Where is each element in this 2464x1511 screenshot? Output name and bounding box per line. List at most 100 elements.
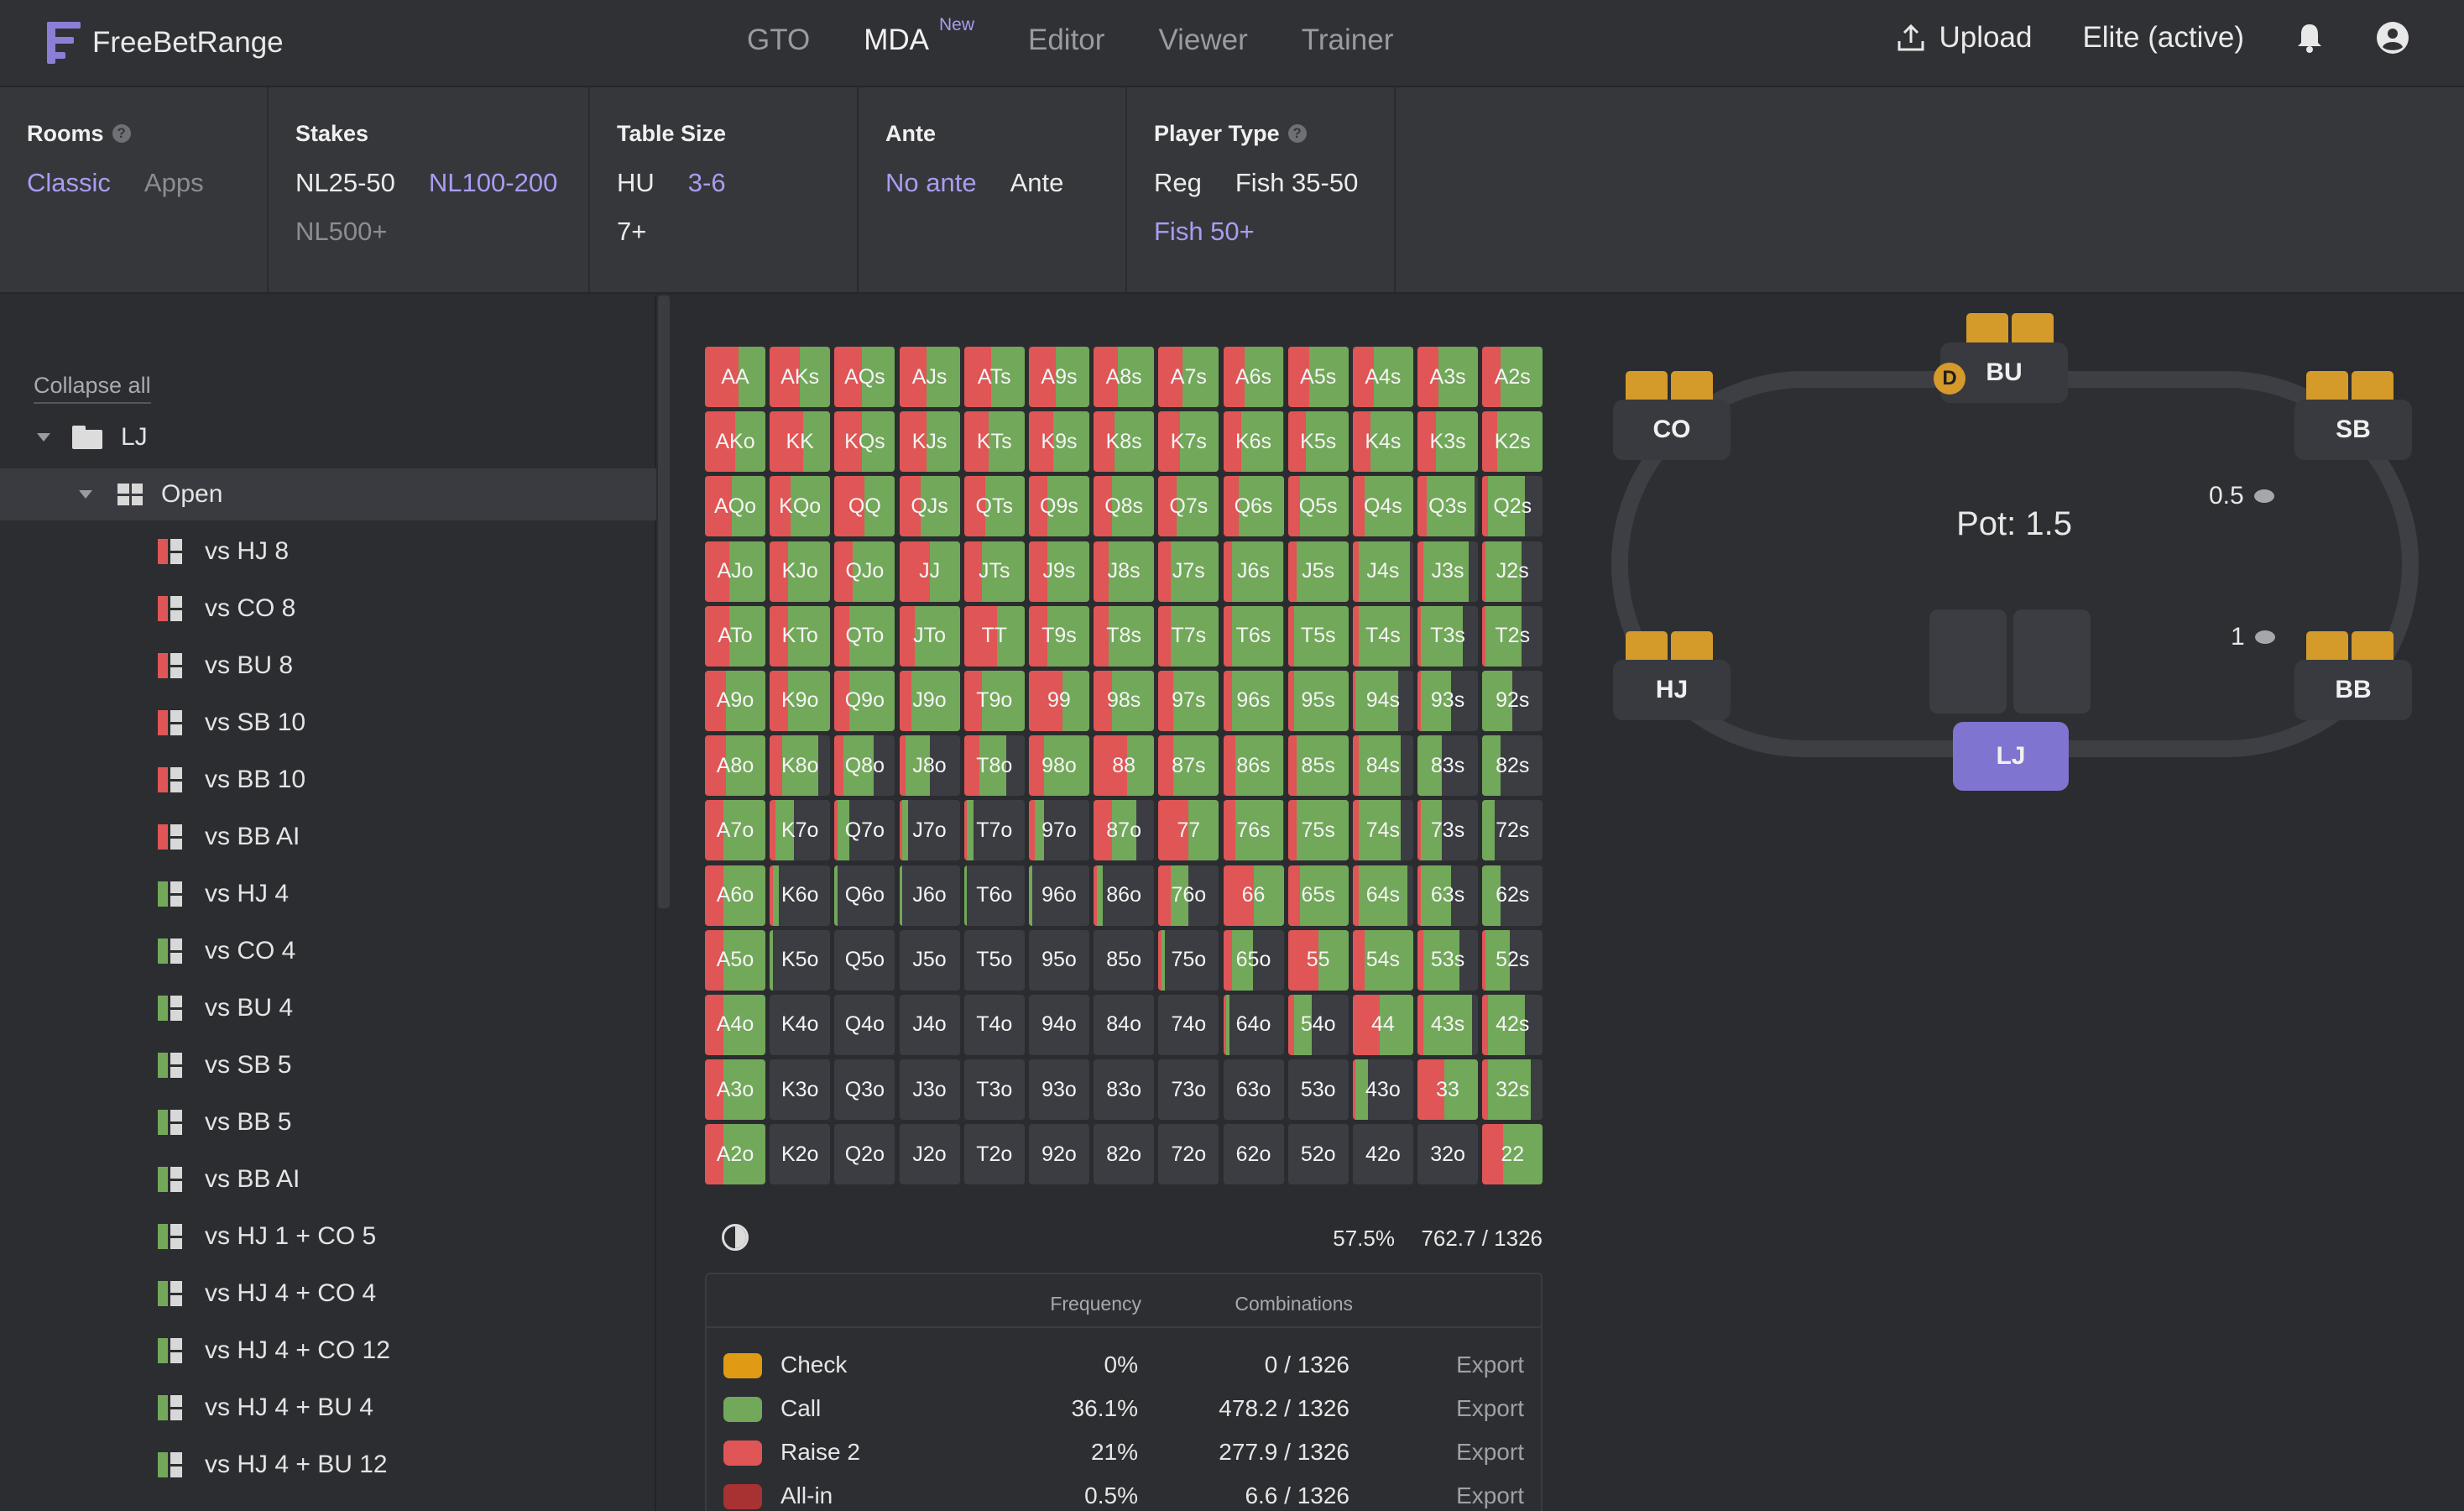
tree-item[interactable]: vs SB 5: [0, 1039, 656, 1091]
hand-cell-A5s[interactable]: A5s: [1287, 347, 1349, 407]
tree-item[interactable]: vs CO 8: [0, 583, 656, 635]
hand-cell-AKo[interactable]: AKo: [705, 411, 765, 473]
hand-cell-54o[interactable]: 54o: [1287, 994, 1349, 1055]
hand-cell-TT[interactable]: TT: [963, 605, 1025, 667]
tree-item[interactable]: vs HJ 4: [0, 868, 656, 920]
hand-cell-93s[interactable]: 93s: [1417, 670, 1479, 731]
hand-cell-T7s[interactable]: T7s: [1158, 605, 1219, 667]
tree-item[interactable]: vs BB AI: [0, 1153, 656, 1205]
tree-item[interactable]: vs HJ 8: [0, 525, 656, 578]
tree-item[interactable]: vs HJ 4 + BU 12: [0, 1439, 656, 1491]
export-link[interactable]: Export: [1456, 1482, 1524, 1508]
hand-cell-J5s[interactable]: J5s: [1287, 541, 1349, 602]
tree-item[interactable]: vs HJ 4 + CO 12: [0, 1325, 656, 1377]
hand-cell-43s[interactable]: 43s: [1417, 994, 1479, 1055]
hand-cell-K8o[interactable]: K8o: [770, 735, 831, 797]
hand-cell-KTo[interactable]: KTo: [770, 605, 831, 667]
bell-icon[interactable]: [2294, 21, 2325, 55]
player-fish-50[interactable]: Fish 50+: [1154, 217, 1255, 246]
hand-cell-Q6s[interactable]: Q6s: [1223, 476, 1284, 537]
hand-cell-K4o[interactable]: K4o: [770, 994, 831, 1055]
hand-cell-77[interactable]: 77: [1158, 800, 1219, 861]
hand-cell-66[interactable]: 66: [1223, 865, 1284, 926]
hand-cell-98o[interactable]: 98o: [1028, 735, 1089, 797]
hand-cell-KQo[interactable]: KQo: [770, 476, 831, 537]
tree-item[interactable]: vs SB 10: [0, 697, 656, 749]
hand-cell-K2o[interactable]: K2o: [770, 1124, 831, 1185]
hand-cell-64s[interactable]: 64s: [1352, 865, 1413, 926]
hand-cell-Q7o[interactable]: Q7o: [834, 800, 895, 861]
room-classic[interactable]: Classic: [27, 168, 111, 197]
hand-cell-Q5s[interactable]: Q5s: [1287, 476, 1349, 537]
hand-cell-94o[interactable]: 94o: [1028, 994, 1089, 1055]
hand-cell-T2o[interactable]: T2o: [963, 1124, 1025, 1185]
hand-cell-97s[interactable]: 97s: [1158, 670, 1219, 731]
hand-cell-A9o[interactable]: A9o: [705, 670, 765, 731]
hand-cell-84o[interactable]: 84o: [1094, 994, 1155, 1055]
hand-cell-T8o[interactable]: T8o: [963, 735, 1025, 797]
stake-nl100-200[interactable]: NL100-200: [428, 168, 558, 197]
hand-cell-J4o[interactable]: J4o: [899, 994, 960, 1055]
hand-cell-92s[interactable]: 92s: [1482, 670, 1543, 731]
hand-cell-T6o[interactable]: T6o: [963, 865, 1025, 926]
nav-mda[interactable]: MDA New: [864, 15, 974, 57]
hand-cell-73s[interactable]: 73s: [1417, 800, 1479, 861]
hand-cell-A7o[interactable]: A7o: [705, 800, 765, 861]
hand-cell-A6s[interactable]: A6s: [1223, 347, 1284, 407]
hand-cell-Q2o[interactable]: Q2o: [834, 1124, 895, 1185]
hand-cell-K7o[interactable]: K7o: [770, 800, 831, 861]
hand-cell-76o[interactable]: 76o: [1158, 865, 1219, 926]
hand-cell-T3s[interactable]: T3s: [1417, 605, 1479, 667]
hand-cell-J8o[interactable]: J8o: [899, 735, 960, 797]
hand-cell-J5o[interactable]: J5o: [899, 929, 960, 991]
hand-cell-63s[interactable]: 63s: [1417, 865, 1479, 926]
hand-cell-QTs[interactable]: QTs: [963, 476, 1025, 537]
hand-cell-K2s[interactable]: K2s: [1482, 411, 1543, 473]
hand-cell-J2o[interactable]: J2o: [899, 1124, 960, 1185]
seat-bb[interactable]: BB: [2294, 660, 2412, 720]
hand-cell-42o[interactable]: 42o: [1352, 1124, 1413, 1185]
hand-cell-96s[interactable]: 96s: [1223, 670, 1284, 731]
hand-cell-AQs[interactable]: AQs: [834, 347, 895, 407]
hand-cell-T9o[interactable]: T9o: [963, 670, 1025, 731]
ante-none[interactable]: No ante: [885, 168, 977, 197]
nav-viewer[interactable]: Viewer: [1158, 24, 1248, 56]
hand-cell-KJs[interactable]: KJs: [899, 411, 960, 473]
hand-cell-J6s[interactable]: J6s: [1223, 541, 1284, 602]
contrast-toggle-icon[interactable]: [722, 1224, 749, 1251]
seat-sb[interactable]: SB: [2294, 400, 2412, 460]
hand-cell-T9s[interactable]: T9s: [1028, 605, 1089, 667]
hand-cell-A4s[interactable]: A4s: [1352, 347, 1413, 407]
hand-cell-JTs[interactable]: JTs: [963, 541, 1025, 602]
hand-cell-Q3o[interactable]: Q3o: [834, 1059, 895, 1121]
hand-cell-T4o[interactable]: T4o: [963, 994, 1025, 1055]
hand-cell-96o[interactable]: 96o: [1028, 865, 1089, 926]
hand-cell-84s[interactable]: 84s: [1352, 735, 1413, 797]
hand-cell-QJs[interactable]: QJs: [899, 476, 960, 537]
hand-cell-94s[interactable]: 94s: [1352, 670, 1413, 731]
hand-cell-A2o[interactable]: A2o: [705, 1124, 765, 1185]
hand-cell-99[interactable]: 99: [1028, 670, 1089, 731]
hand-cell-A2s[interactable]: A2s: [1482, 347, 1543, 407]
hand-cell-K6s[interactable]: K6s: [1223, 411, 1284, 473]
nav-trainer[interactable]: Trainer: [1301, 24, 1394, 56]
hand-cell-33[interactable]: 33: [1417, 1059, 1479, 1121]
tree-item[interactable]: vs HJ 4 + BU 4: [0, 1382, 656, 1434]
tree-item[interactable]: vs BU 4: [0, 982, 656, 1034]
hand-cell-A5o[interactable]: A5o: [705, 929, 765, 991]
seat-co[interactable]: CO: [1613, 400, 1731, 460]
hand-cell-K8s[interactable]: K8s: [1094, 411, 1155, 473]
hand-cell-63o[interactable]: 63o: [1223, 1059, 1284, 1121]
hand-cell-T7o[interactable]: T7o: [963, 800, 1025, 861]
hand-cell-42s[interactable]: 42s: [1482, 994, 1543, 1055]
hand-cell-74s[interactable]: 74s: [1352, 800, 1413, 861]
hand-cell-82s[interactable]: 82s: [1482, 735, 1543, 797]
hand-cell-J8s[interactable]: J8s: [1094, 541, 1155, 602]
hand-cell-55[interactable]: 55: [1287, 929, 1349, 991]
hand-cell-72o[interactable]: 72o: [1158, 1124, 1219, 1185]
hand-cell-Q2s[interactable]: Q2s: [1482, 476, 1543, 537]
hand-cell-Q9o[interactable]: Q9o: [834, 670, 895, 731]
hand-cell-95s[interactable]: 95s: [1287, 670, 1349, 731]
help-icon[interactable]: ?: [1287, 124, 1307, 143]
hand-cell-Q8o[interactable]: Q8o: [834, 735, 895, 797]
